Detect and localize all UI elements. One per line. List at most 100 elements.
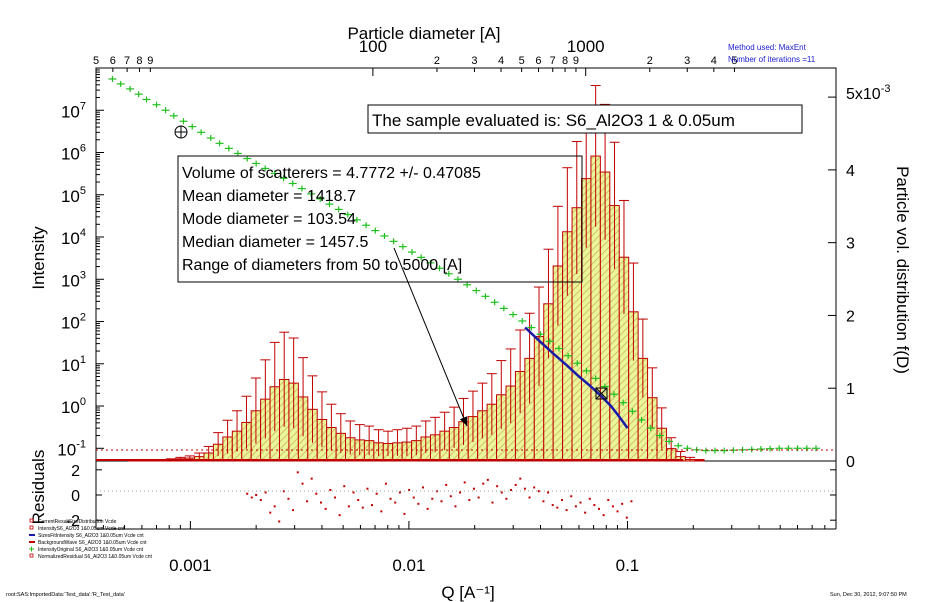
left-tick-exponent: 5 — [80, 185, 86, 197]
residual-point — [519, 477, 522, 480]
residual-point — [445, 483, 448, 486]
residual-point — [449, 495, 452, 498]
x-tick-label: 0.01 — [392, 556, 425, 575]
residual-point — [334, 496, 337, 499]
legend: CurrentResultSizeDistribution Vcde Intens… — [29, 518, 153, 560]
left-tick-exponent: 2 — [80, 312, 86, 324]
residual-point — [440, 500, 443, 503]
residual-point — [329, 488, 332, 491]
residual-point — [324, 507, 327, 510]
residual-point — [505, 497, 508, 500]
left-tick-base: 10 — [61, 187, 80, 206]
cursor-b-x2 — [595, 387, 608, 400]
residual-point — [292, 509, 295, 512]
residual-point — [431, 497, 434, 500]
left-tick-base: 10 — [61, 271, 80, 290]
bottom-axis-title: Q [A⁻¹] — [441, 583, 494, 602]
top-minor-tick-label: 6 — [110, 55, 116, 67]
left-tick-exponent: 3 — [80, 269, 86, 281]
top-minor-tick-label: 8 — [136, 55, 142, 67]
cursor-b-marker[interactable] — [595, 387, 608, 400]
right-tick-label: 4 — [846, 163, 855, 180]
residual-point — [551, 504, 554, 507]
left-tick-base: 10 — [61, 229, 80, 248]
stats-annotation-box — [177, 155, 583, 283]
x-tick-label: 0.1 — [616, 556, 640, 575]
residual-point — [301, 482, 304, 485]
top-minor-tick-label: 5 — [519, 55, 525, 67]
residual-point — [343, 485, 346, 488]
top-minor-tick-label: 7 — [550, 55, 556, 67]
left-axis-title: Intensity — [29, 226, 48, 290]
sample-annotation: The sample evaluated is: S6_Al2O3 1 & 0.… — [372, 111, 735, 130]
residual-point — [570, 495, 573, 498]
residual-point — [584, 511, 587, 514]
legend-entry-label: SizesFitIntensity S6_Al2O3 1&0.05um Vcde… — [38, 533, 144, 539]
residual-point — [625, 516, 628, 519]
left-tick-base: 10 — [57, 440, 76, 459]
residual-points — [246, 471, 633, 523]
residual-point — [246, 492, 249, 495]
residual-point — [593, 504, 596, 507]
left-tick-base: 10 — [61, 145, 80, 164]
residual-point — [454, 505, 457, 508]
top-minor-tick-label: 4 — [711, 55, 717, 67]
stats-line-median: Median diameter = 1457.5 — [182, 234, 368, 251]
left-tick-exponent: 6 — [80, 143, 86, 155]
left-tick-label: 102 — [61, 312, 86, 333]
residual-point — [417, 502, 420, 505]
residual-point — [477, 496, 480, 499]
residual-point — [574, 505, 577, 508]
residual-point — [264, 491, 267, 494]
residual-point — [463, 481, 466, 484]
left-tick-base: 10 — [61, 314, 80, 333]
residual-point — [621, 502, 624, 505]
residual-point — [273, 505, 276, 508]
top-minor-tick-label: 2 — [647, 55, 653, 67]
stats-line-mode: Mode diameter = 103.54 — [182, 211, 356, 228]
legend-entry-label: CurrentResultSizeDistribution Vcde — [38, 519, 117, 525]
residual-tick-label: 0 — [71, 488, 80, 505]
stats-line-volume: Volume of scatterers = 4.7772 +/- 0.4708… — [182, 165, 481, 182]
residual-point — [500, 491, 503, 494]
residual-point — [394, 501, 397, 504]
residual-point — [588, 497, 591, 500]
legend-entry-label: IntensityOriginal S6_Al2O3 1&0.05um Vcde… — [38, 547, 144, 553]
residual-point — [421, 486, 424, 489]
top-minor-tick-label: 3 — [471, 55, 477, 67]
residual-point — [514, 483, 517, 486]
residual-point — [315, 492, 318, 495]
top-minor-tick-label: 4 — [498, 55, 504, 67]
left-tick-exponent: 7 — [80, 100, 86, 112]
right-tick-label: 1 — [846, 381, 855, 398]
residual-point — [510, 488, 513, 491]
top-minor-tick-label: 9 — [147, 55, 153, 67]
residual-point — [319, 501, 322, 504]
left-tick-exponent: 1 — [80, 354, 86, 366]
residual-point — [607, 499, 610, 502]
right-axis-multiplier: 5x10-3 — [846, 83, 890, 103]
multiplier-x: x10 — [855, 86, 881, 103]
left-tick-label: 104 — [61, 227, 86, 248]
residual-point — [482, 482, 485, 485]
residual-point — [523, 487, 526, 490]
left-tick-label: 106 — [61, 143, 86, 164]
legend-entry-label: BackgroundWave S6_Al2O3 1&0.05um Vcde cn… — [38, 540, 147, 546]
residual-point — [533, 486, 536, 489]
left-tick-base: 10 — [61, 102, 80, 121]
stats-line-range: Range of diameters from 50 to 5000 [A] — [182, 257, 462, 274]
residual-point — [259, 499, 262, 502]
residual-point — [616, 510, 619, 513]
top-major-tick-label: 100 — [359, 37, 387, 56]
iterations-text: Number of iterations =11 — [728, 55, 816, 64]
top-minor-tick-label: 2 — [434, 55, 440, 67]
residual-point — [250, 496, 253, 499]
stats-line-mean: Mean diameter = 1418.7 — [182, 188, 356, 205]
residual-point — [398, 491, 401, 494]
right-tick-label: 3 — [846, 236, 855, 253]
residual-point — [459, 491, 462, 494]
residual-axis-title: Residuals — [29, 450, 48, 525]
left-tick-label: 103 — [61, 269, 86, 290]
residual-point — [255, 494, 258, 496]
left-tick-label: 107 — [61, 100, 86, 121]
